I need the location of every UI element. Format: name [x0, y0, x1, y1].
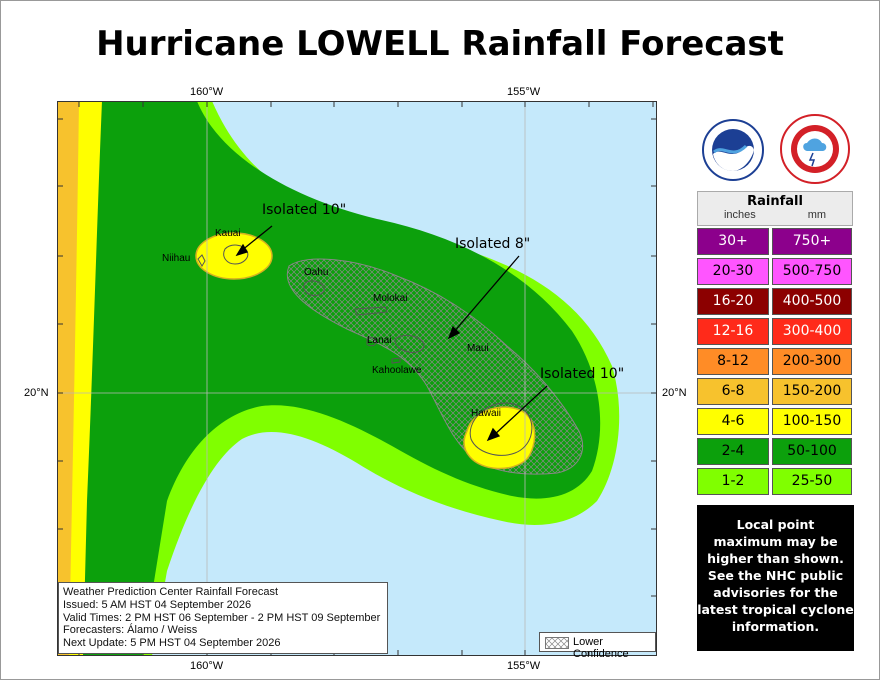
legend-row: 8-12 200-300 [697, 348, 853, 375]
legend-inches-cell: 16-20 [697, 288, 769, 315]
legend-inches-cell: 6-8 [697, 378, 769, 405]
legend-unit-mm: mm [807, 209, 827, 221]
label-maui: Maui [467, 343, 489, 354]
legend-mm-cell: 500-750 [772, 258, 852, 285]
label-molokai: Molokai [373, 293, 407, 304]
legend-mm-cell: 300-400 [772, 318, 852, 345]
legend-inches-cell: 1-2 [697, 468, 769, 495]
legend-inches-cell: 8-12 [697, 348, 769, 375]
lower-confidence-label: Lower Confidence [573, 636, 629, 660]
annotation-hawaii: Isolated 10" [540, 366, 624, 382]
legend-mm-cell: 200-300 [772, 348, 852, 375]
note-line: latest tropical cyclone [697, 602, 854, 617]
legend-inches-cell: 4-6 [697, 408, 769, 435]
arrow-head-kauai [235, 243, 248, 257]
noaa-logo [702, 119, 764, 181]
island-niihau [197, 254, 206, 267]
label-hawaii: Hawaii [471, 408, 501, 419]
legend-row: 1-2 25-50 [697, 468, 853, 495]
legend-inches-cell: 2-4 [697, 438, 769, 465]
note-line: information. [731, 619, 820, 634]
legend-mm-cell: 100-150 [772, 408, 852, 435]
legend-mm-cell: 150-200 [772, 378, 852, 405]
info-line: Next Update: 5 PM HST 04 September 2026 [63, 637, 281, 650]
island-kauai [223, 244, 249, 265]
annotation-kauai: Isolated 10" [262, 202, 346, 218]
rainfall-map: Niihau Kauai Oahu Molokai Lanai Maui Kah… [57, 101, 657, 656]
legend-mm-cell: 750+ [772, 228, 852, 255]
lon-label-top-155w: 155°W [507, 86, 541, 98]
map-border [57, 101, 657, 656]
graticule [57, 101, 657, 656]
lon-label-top-160w: 160°W [190, 86, 224, 98]
lat-label-left-20n: 20°N [24, 387, 49, 399]
legend-row: 6-8 150-200 [697, 378, 853, 405]
legend-inches-cell: 12-16 [697, 318, 769, 345]
info-line: Weather Prediction Center Rainfall Forec… [63, 586, 279, 598]
legend-row: 16-20 400-500 [697, 288, 853, 315]
island-hawaii [469, 402, 533, 456]
note-line: See the NHC public [707, 568, 844, 583]
island-outlines [197, 244, 533, 456]
note-line: advisories for the [713, 585, 838, 600]
legend-title: Rainfall [747, 194, 803, 209]
legend-mm-cell: 400-500 [772, 288, 852, 315]
legend-row: 4-6 100-150 [697, 408, 853, 435]
island-molokai [354, 306, 388, 316]
lon-label-bottom-160w: 160°W [190, 660, 224, 672]
hatch-swatch [545, 637, 569, 649]
legend-mm-cell: 25-50 [772, 468, 852, 495]
rain-6-8-west-strip [57, 101, 79, 656]
note-line: Local point [736, 517, 815, 532]
arrow-head-maui [447, 325, 461, 340]
page-title: Hurricane LOWELL Rainfall Forecast [96, 24, 784, 64]
legend-row: 20-30 500-750 [697, 258, 853, 285]
label-lanai: Lanai [367, 335, 391, 346]
lon-label-bottom-155w: 155°W [507, 660, 541, 672]
island-kahoolawe [391, 357, 401, 364]
legend-inches-cell: 20-30 [697, 258, 769, 285]
hawaii-rain-4-6 [463, 406, 536, 470]
label-kahoolawe: Kahoolawe [372, 365, 422, 376]
island-lanai [366, 337, 377, 347]
info-line: Forecasters: Álamo / Weiss [63, 624, 198, 637]
label-niihau: Niihau [162, 253, 190, 264]
island-oahu [303, 280, 325, 296]
lat-label-right-20n: 20°N [662, 387, 687, 399]
legend-header: Rainfall inches mm [697, 191, 853, 226]
info-line: Issued: 5 AM HST 04 September 2026 [63, 598, 252, 611]
nws-logo [780, 114, 850, 184]
note-line: higher than shown. [707, 551, 844, 566]
kauai-rain-4-6 [195, 232, 273, 280]
arrow-head-hawaii [486, 427, 501, 442]
legend-row: 12-16 300-400 [697, 318, 853, 345]
legend-row: 2-4 50-100 [697, 438, 853, 465]
annotation-arrows [235, 225, 548, 442]
label-oahu: Oahu [304, 267, 328, 278]
legend-inches-cell: 30+ [697, 228, 769, 255]
island-maui [394, 334, 425, 353]
label-kauai: Kauai [215, 228, 241, 239]
legend-unit-inches: inches [723, 209, 756, 221]
note-box: Local point maximum may be higher than s… [697, 505, 854, 651]
annotation-maui: Isolated 8" [455, 236, 530, 252]
info-line: Valid Times: 2 PM HST 06 September - 2 P… [63, 611, 381, 624]
legend-mm-cell: 50-100 [772, 438, 852, 465]
note-line: maximum may be [713, 534, 838, 549]
rain-2-4-area [57, 101, 601, 656]
forecast-info-box: Weather Prediction Center Rainfall Forec… [58, 582, 388, 654]
legend-row: 30+ 750+ [697, 228, 853, 255]
lower-confidence-legend: Lower Confidence [539, 632, 656, 660]
